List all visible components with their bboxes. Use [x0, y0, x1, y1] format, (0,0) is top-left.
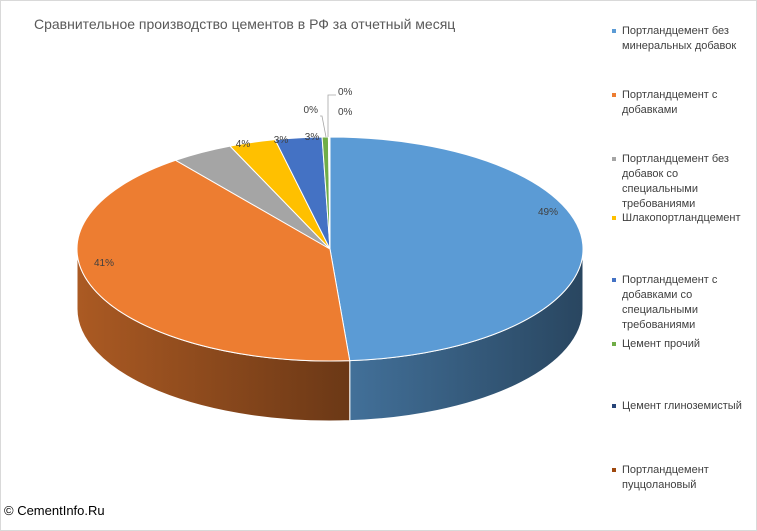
legend-label: Портландцемент с добавками	[622, 89, 718, 116]
pie-slice-1	[76, 159, 351, 362]
legend-item-0: Портландцемент без минеральных добавок	[612, 24, 754, 54]
legend-item-7: Портландцемент пуццолановый	[612, 463, 754, 493]
legend-swatch	[612, 404, 616, 408]
legend-label: Портландцемент без добавок со специальны…	[622, 153, 729, 210]
data-label-5: 0%	[338, 87, 353, 98]
watermark: © CementInfo.Ru	[4, 503, 105, 518]
legend-item-3: Шлакопортландцемент	[612, 211, 754, 226]
chart-legend: Портландцемент без минеральных добавок По…	[612, 24, 754, 504]
legend-swatch	[612, 93, 616, 97]
data-label-7: 0%	[338, 107, 353, 118]
data-label-3: 3%	[274, 135, 289, 146]
legend-swatch	[612, 216, 616, 220]
legend-label: Цемент глиноземистый	[622, 400, 742, 412]
legend-item-5: Цемент прочий	[612, 337, 754, 352]
legend-item-4: Портландцемент с добавками со специальны…	[612, 273, 754, 333]
pie-slice-0	[329, 136, 584, 362]
data-label-6: 0%	[304, 105, 319, 116]
legend-swatch	[612, 157, 616, 161]
legend-label: Портландцемент пуццолановый	[622, 464, 709, 491]
leader-line-0	[327, 94, 336, 137]
legend-label: Портландцемент с добавками со специальны…	[622, 274, 718, 331]
legend-item-6: Цемент глиноземистый	[612, 399, 754, 414]
legend-label: Цемент прочий	[622, 338, 701, 350]
legend-swatch	[612, 342, 616, 346]
legend-label: Шлакопортландцемент	[622, 212, 741, 224]
legend-label: Портландцемент без минеральных добавок	[622, 25, 737, 52]
pie-slice-7	[328, 136, 331, 250]
legend-item-2: Портландцемент без добавок со специальны…	[612, 152, 754, 212]
legend-item-1: Портландцемент с добавками	[612, 88, 754, 118]
data-label-0: 49%	[538, 207, 558, 218]
leader-line-1	[320, 115, 327, 138]
data-label-1: 41%	[94, 258, 114, 269]
chart-title: Сравнительное производство цементов в РФ…	[34, 16, 456, 32]
data-label-4: 3%	[305, 132, 320, 143]
data-label-2: 4%	[236, 139, 251, 150]
legend-swatch	[612, 278, 616, 282]
legend-swatch	[612, 29, 616, 33]
legend-swatch	[612, 468, 616, 472]
